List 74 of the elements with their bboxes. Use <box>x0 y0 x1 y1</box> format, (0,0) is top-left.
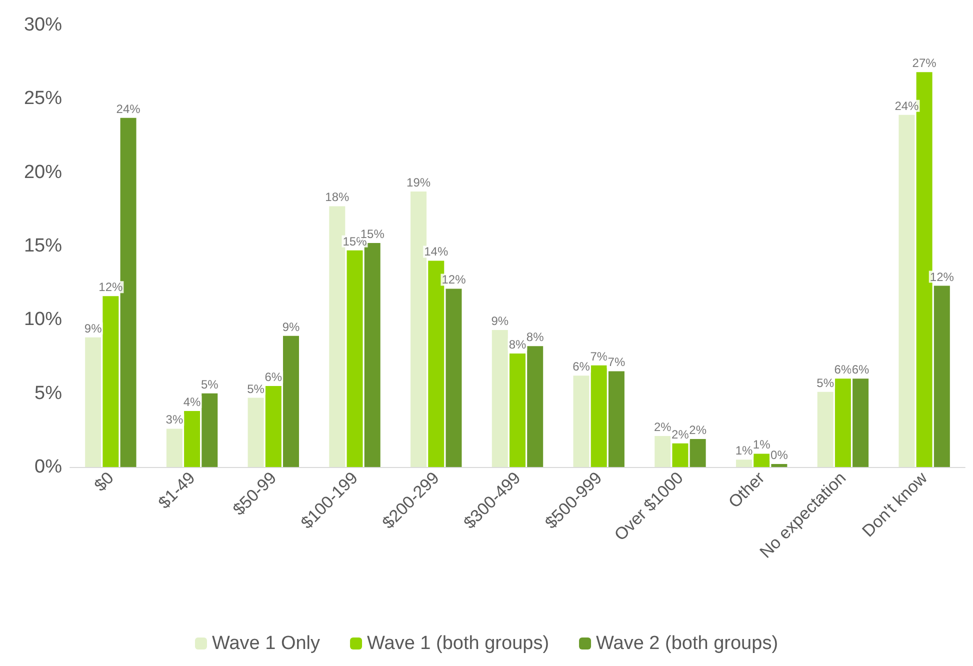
data-label: 7% <box>608 355 626 370</box>
data-label: 12% <box>98 280 124 294</box>
data-label: 14% <box>424 244 448 259</box>
bar <box>527 346 544 467</box>
bar <box>492 330 508 467</box>
bar <box>410 191 427 467</box>
data-label: 4% <box>183 395 202 410</box>
bar <box>771 464 788 467</box>
data-label: 6% <box>572 360 590 374</box>
data-label: 19% <box>406 175 431 190</box>
data-label: 2% <box>672 427 690 442</box>
y-tick-label: 20% <box>24 162 62 183</box>
data-label: 24% <box>894 98 920 113</box>
bar <box>754 454 770 467</box>
data-label: 8% <box>526 330 544 344</box>
legend-label: Wave 1 (both groups) <box>367 633 550 654</box>
data-label: 9% <box>491 314 509 328</box>
data-label: 5% <box>200 377 219 392</box>
y-tick-label: 0% <box>34 456 62 478</box>
data-label: 15% <box>360 227 385 242</box>
bar <box>934 286 950 467</box>
data-label: 6% <box>852 362 870 377</box>
y-tick-label: 30% <box>24 14 62 36</box>
bar <box>102 296 119 467</box>
bar <box>85 337 102 467</box>
bar <box>898 114 915 467</box>
bar <box>817 392 834 467</box>
bar <box>690 439 706 467</box>
bar <box>672 443 688 467</box>
data-label: 0% <box>770 448 788 462</box>
bar <box>283 336 300 467</box>
data-label: 15% <box>342 234 368 248</box>
data-label: 1% <box>735 444 753 458</box>
y-tick-label: 10% <box>24 309 62 330</box>
bar <box>446 288 462 467</box>
bar <box>736 460 752 467</box>
legend-label: Wave 1 Only <box>212 633 321 654</box>
x-tick-label: $0 <box>90 468 118 496</box>
bar <box>510 354 526 467</box>
bar <box>428 260 444 467</box>
bar <box>265 386 282 467</box>
data-label: 9% <box>84 321 102 336</box>
bar <box>608 371 624 467</box>
data-label: 2% <box>689 423 707 438</box>
bar <box>573 376 590 467</box>
data-label: 5% <box>247 382 265 396</box>
data-label: 2% <box>654 420 672 434</box>
data-label: 6% <box>834 362 852 377</box>
y-tick-label: 15% <box>24 236 62 256</box>
bar <box>248 398 264 467</box>
data-label: 6% <box>264 370 282 384</box>
bar <box>654 436 671 467</box>
data-label: 9% <box>282 320 300 334</box>
data-label: 12% <box>930 270 954 284</box>
bar <box>590 365 607 467</box>
data-label: 7% <box>590 349 608 364</box>
legend-label: Wave 2 (both groups) <box>596 633 778 654</box>
data-label: 5% <box>816 376 834 390</box>
bar <box>184 411 200 467</box>
data-label: 24% <box>116 102 141 116</box>
bar <box>329 206 346 467</box>
y-tick-label: 25% <box>24 88 62 110</box>
data-label: 27% <box>912 56 937 70</box>
data-label: 8% <box>508 338 526 352</box>
data-label: 3% <box>166 412 184 427</box>
bar <box>852 378 869 467</box>
bar <box>202 393 218 467</box>
bar <box>346 250 363 467</box>
bar <box>166 428 182 467</box>
bar <box>834 378 851 467</box>
data-label: 12% <box>442 272 466 287</box>
y-tick-label: 5% <box>34 382 62 404</box>
data-label: 1% <box>752 438 771 452</box>
data-label: 18% <box>325 190 350 204</box>
